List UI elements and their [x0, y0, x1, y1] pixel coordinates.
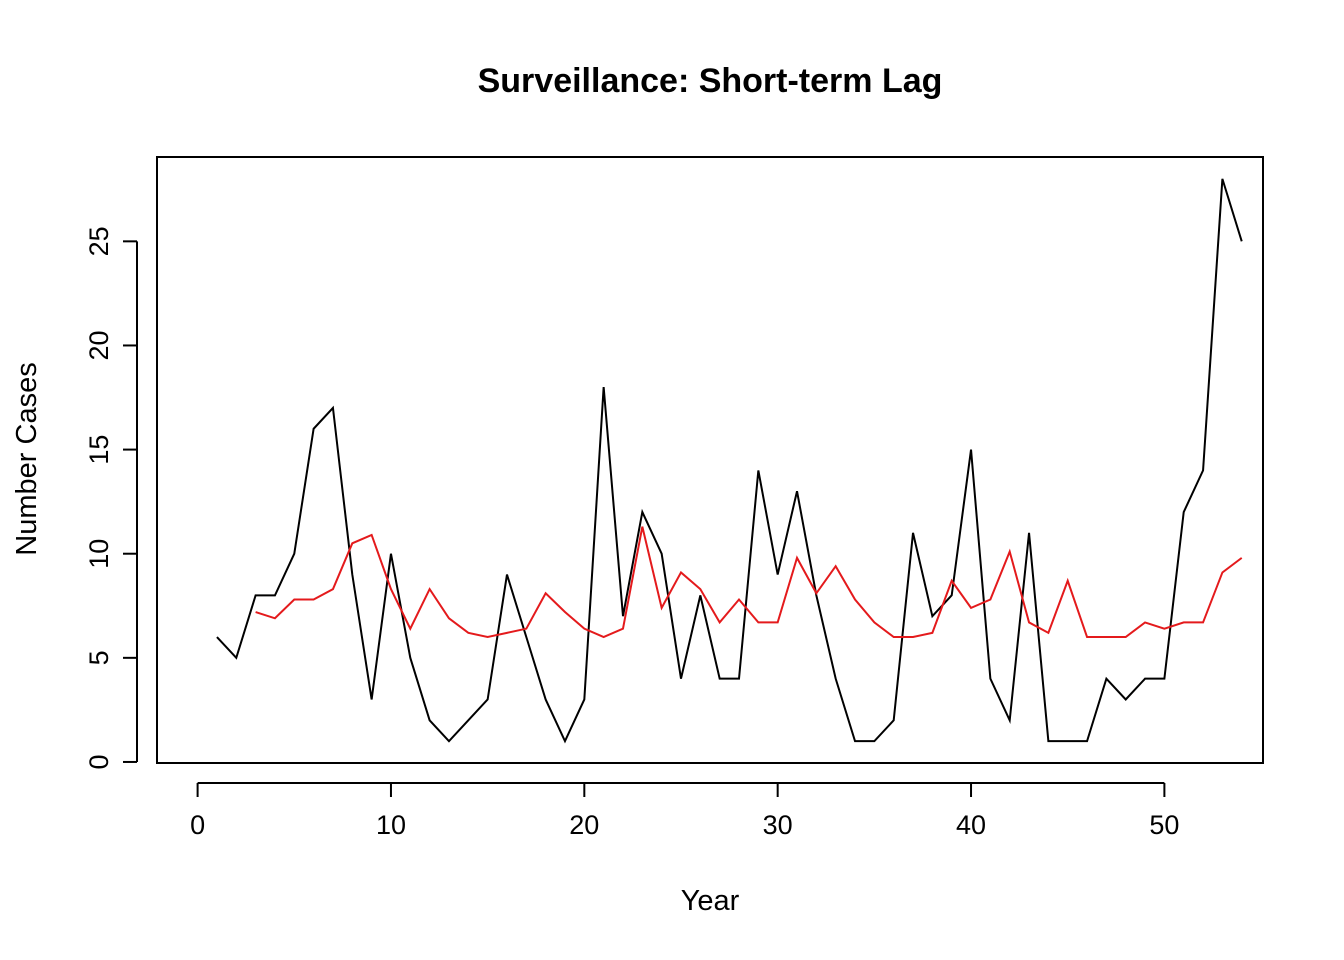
y-tick-label: 15	[84, 435, 114, 465]
x-axis: 0 10 20 30 40 50	[190, 782, 1179, 840]
x-axis-title: Year	[681, 885, 740, 917]
x-tick-label: 30	[763, 810, 793, 840]
x-tick-label: 50	[1149, 810, 1179, 840]
y-tick-label: 5	[84, 650, 114, 665]
y-axis-title: Number Cases	[11, 362, 43, 555]
chart-title: Surveillance: Short-term Lag	[478, 62, 943, 100]
x-tick-label: 10	[376, 810, 406, 840]
y-tick-label: 25	[84, 226, 114, 256]
series-layer	[216, 178, 1243, 744]
x-tick-label: 20	[569, 810, 599, 840]
y-axis: 0 5 10 15 20 25	[84, 226, 138, 769]
x-tick-label: 40	[956, 810, 986, 840]
y-tick-label: 20	[84, 330, 114, 360]
x-tick-label: 0	[190, 810, 205, 840]
y-tick-label: 10	[84, 539, 114, 569]
y-tick-label: 0	[84, 754, 114, 769]
plot-frame	[156, 156, 1264, 764]
series-line-2	[255, 526, 1243, 639]
